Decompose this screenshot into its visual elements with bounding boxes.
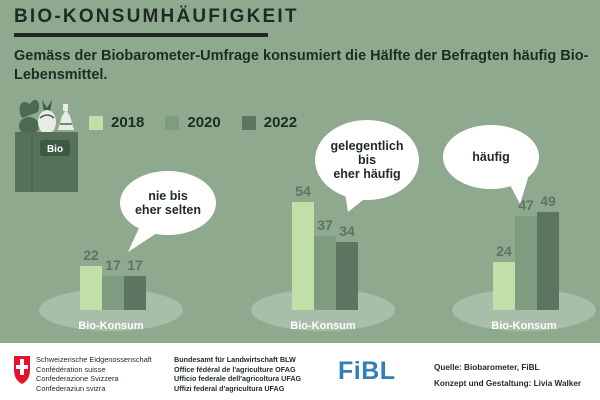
vegetables-icon	[19, 99, 74, 135]
legend-item-2018: 2018	[89, 114, 144, 131]
bar-2020-3	[515, 216, 537, 310]
value-label-2020-1: 17	[105, 257, 121, 273]
speech-bubble-2	[315, 120, 419, 200]
swiss-line-4: Confederaziun svizra	[36, 383, 106, 393]
value-label-2022-3: 49	[540, 193, 556, 209]
category-label-3-line-1: häufig	[472, 150, 510, 164]
category-label-2-line-2: bis	[358, 153, 376, 167]
bar-2020-1	[102, 276, 124, 310]
value-label-2022-2: 34	[339, 223, 355, 239]
office-line-4: Uffizi federal d'agricultura UFAG	[174, 383, 285, 393]
footer	[0, 343, 600, 400]
office-line-2: Office fédéral de l'agriculture OFAG	[174, 364, 296, 374]
bar-2018-2	[292, 202, 314, 310]
swiss-line-2: Confédération suisse	[36, 364, 106, 374]
legend: 2018 2020 2022	[89, 114, 318, 131]
legend-item-2022: 2022	[241, 114, 298, 131]
bar-2020-2	[314, 236, 336, 310]
page-subtitle: Gemäss der Biobarometer-Umfrage konsumie…	[14, 48, 589, 83]
base-label-1: Bio-Konsum	[78, 320, 144, 332]
bar-2022-1	[124, 276, 146, 310]
swiss-line-3: Confederazione Svizzera	[36, 374, 119, 384]
bar-2018-3	[493, 262, 515, 310]
title-underline	[14, 33, 268, 37]
office-line-1: Bundesamt für Landwirtschaft BLW	[174, 355, 296, 364]
office-text: Bundesamt für Landwirtschaft BLW Office …	[174, 355, 301, 393]
legend-label-2020: 2020	[187, 114, 221, 131]
legend-swatch-2020	[165, 115, 180, 130]
category-label-1-line-1: nie bis	[148, 189, 188, 203]
category-label-2-line-3: eher häufig	[333, 167, 400, 181]
bag-label-box	[40, 140, 70, 156]
legend-item-2020: 2020	[165, 114, 221, 131]
bar-2022-2	[336, 242, 358, 310]
legend-swatch-2022	[241, 115, 256, 130]
value-label-2018-3: 24	[496, 243, 512, 259]
legend-label-2018: 2018	[111, 114, 145, 131]
fibl-logo: FiBL	[338, 357, 396, 385]
category-label-2-line-1: gelegentlich	[331, 139, 404, 153]
swiss-cross-icon	[14, 356, 30, 384]
swiss-line-1: Schweizerische Eidgenossenschaft	[36, 355, 152, 364]
bar-2022-3	[537, 212, 559, 310]
speech-bubble-3	[443, 125, 539, 189]
legend-label-2022: 2022	[263, 114, 298, 131]
legend-swatch-2018	[89, 115, 103, 130]
base-label-3: Bio-Konsum	[491, 320, 557, 332]
swiss-confederation-text: Schweizerische Eidgenossenschaft Confédé…	[36, 355, 152, 393]
value-label-2018-2: 54	[295, 183, 311, 199]
value-label-2018-1: 22	[83, 247, 99, 263]
category-label-1-line-2: eher selten	[135, 203, 201, 217]
credit-text: Konzept und Gestaltung: Livia Walker	[434, 379, 582, 388]
page-title: BIO-KONSUMHÄUFIGKEIT	[14, 6, 299, 27]
value-label-2022-1: 17	[127, 257, 143, 273]
base-label-2: Bio-Konsum	[290, 320, 356, 332]
value-label-2020-2: 37	[317, 217, 333, 233]
bag-label: Bio	[47, 144, 63, 155]
office-line-3: Ufficio federale dell'agricoltura UFAG	[174, 374, 302, 384]
value-label-2020-3: 47	[518, 197, 534, 213]
bar-2018-1	[80, 266, 102, 310]
speech-bubble-1	[120, 171, 216, 235]
source-text: Quelle: Biobarometer, FiBL	[434, 363, 540, 372]
